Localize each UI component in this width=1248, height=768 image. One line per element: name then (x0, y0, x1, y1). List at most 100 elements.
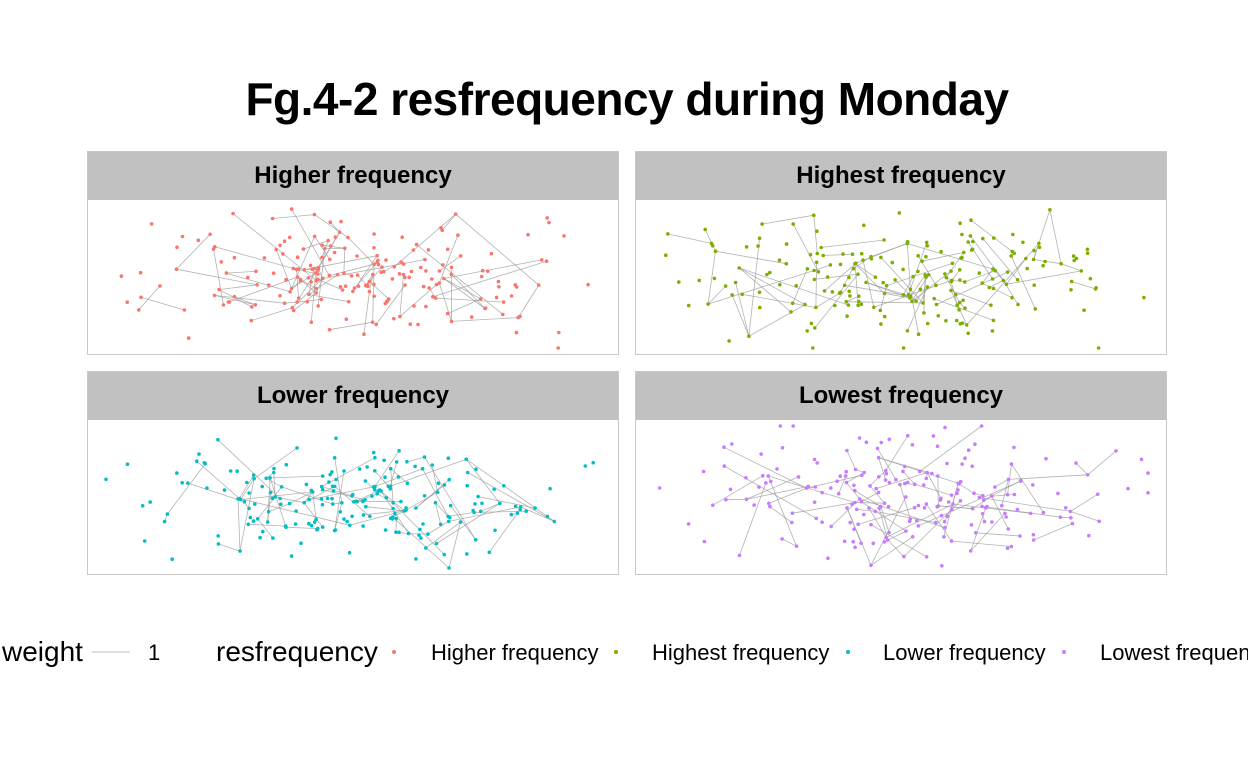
network-node (970, 464, 974, 468)
legend-label-highest-frequency: Highest frequency (652, 640, 830, 665)
network-node (1088, 276, 1093, 281)
network-edge (846, 450, 856, 470)
network-node (846, 303, 851, 307)
network-edge (365, 506, 405, 512)
network-node (401, 272, 406, 277)
network-node (925, 470, 929, 475)
network-node (852, 527, 856, 531)
network-node (405, 459, 409, 464)
network-node (1021, 240, 1025, 245)
network-node (449, 265, 454, 270)
network-node (284, 525, 288, 529)
network-node (778, 424, 783, 428)
network-node (1031, 483, 1035, 487)
network-node (1031, 538, 1036, 542)
network-node (809, 321, 814, 326)
network-node (910, 535, 915, 539)
network-node (910, 443, 915, 447)
network-node (930, 471, 934, 476)
network-edge (303, 491, 314, 503)
network-edge (815, 292, 840, 308)
network-node (972, 491, 976, 496)
network-node (281, 252, 285, 256)
network-node (328, 257, 332, 262)
network-node (756, 244, 760, 248)
network-node (989, 494, 994, 498)
network-node (216, 542, 221, 546)
network-node (305, 300, 310, 304)
network-edge (746, 486, 809, 500)
network-node (882, 238, 886, 242)
network-node (316, 304, 320, 308)
network-node (398, 314, 402, 319)
network-node (923, 273, 927, 277)
network-node (856, 299, 861, 304)
network-edge (950, 290, 968, 326)
network-edge (436, 503, 501, 544)
network-node (320, 255, 324, 260)
network-node (290, 305, 295, 310)
network-edge (399, 284, 437, 317)
network-node (845, 314, 849, 318)
network-edge (739, 482, 767, 556)
legend-label-lowest-frequency: Lowest frequency (1100, 640, 1248, 665)
network-node (922, 506, 927, 510)
network-edge (427, 521, 449, 535)
network-node (958, 322, 963, 326)
network-node (875, 446, 880, 451)
network-svg (104, 436, 595, 570)
network-edge (919, 425, 982, 472)
network-node (489, 251, 494, 256)
network-node (1010, 249, 1014, 254)
network-edge (1001, 479, 1009, 506)
network-node (332, 484, 337, 489)
network-node (922, 311, 926, 315)
network-edge (738, 267, 792, 313)
network-node (260, 484, 264, 489)
network-node (844, 480, 849, 485)
network-node (326, 238, 330, 243)
network-node (784, 261, 789, 266)
network-node (808, 252, 813, 257)
network-node (814, 516, 819, 521)
network-edge (856, 508, 876, 512)
network-node (320, 474, 325, 478)
network-node (251, 519, 256, 523)
network-node (262, 256, 267, 260)
network-node (1044, 456, 1048, 461)
network-node (982, 519, 987, 524)
network-node (1024, 256, 1028, 261)
network-node (944, 275, 949, 280)
network-edge (443, 259, 542, 279)
network-node (302, 500, 306, 505)
network-node (498, 501, 502, 506)
network-node (331, 489, 336, 493)
network-node (583, 464, 588, 468)
network-node (388, 516, 393, 521)
network-node (657, 486, 662, 490)
network-node (403, 275, 407, 280)
network-node (372, 246, 376, 250)
network-node (853, 545, 857, 550)
network-node (848, 520, 852, 525)
network-node (253, 303, 258, 307)
network-edge (879, 285, 887, 311)
network-edge (317, 279, 343, 291)
network-node (440, 228, 445, 233)
network-node (266, 509, 271, 514)
network-node (533, 506, 537, 510)
network-edge (870, 536, 913, 566)
network-node (990, 329, 995, 333)
network-node (969, 523, 974, 527)
legend-key-highest-frequency (614, 650, 618, 654)
network-node (1059, 261, 1063, 266)
legend-label-weight-value: 1 (148, 640, 161, 665)
network-node (372, 282, 376, 287)
network-node (885, 538, 890, 542)
network-node (391, 501, 395, 505)
network-node (296, 296, 301, 300)
network-edge (813, 264, 831, 271)
network-node (794, 284, 798, 288)
network-edge (394, 213, 456, 268)
network-edge (739, 267, 806, 305)
